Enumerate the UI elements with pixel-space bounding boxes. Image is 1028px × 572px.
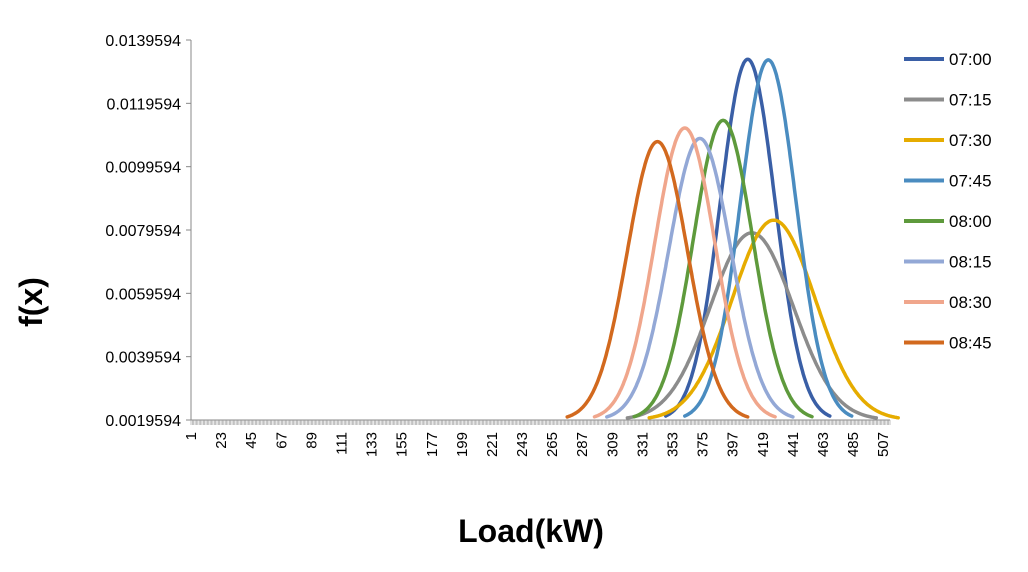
- x-tick-label: 111: [333, 432, 350, 455]
- x-tick-label: 507: [875, 432, 892, 457]
- series-line-0700: [663, 57, 832, 418]
- x-tick-label: 331: [634, 432, 651, 457]
- x-tick-label: 375: [695, 432, 712, 457]
- series-line-0830: [592, 126, 777, 419]
- x-tick-label: 485: [845, 432, 862, 457]
- x-tick-label: 463: [815, 432, 832, 457]
- x-tick-label: 155: [394, 432, 411, 457]
- x-tick-label: 1: [183, 432, 200, 440]
- legend-label: 07:00: [949, 50, 992, 69]
- x-tick-label: 23: [213, 432, 230, 449]
- legend-label: 08:30: [949, 293, 992, 312]
- y-tick-label: 0.0119594: [107, 96, 182, 113]
- x-tick-label: 441: [785, 432, 802, 457]
- legend-label: 07:45: [949, 172, 992, 191]
- series-line-0800: [632, 118, 814, 419]
- series-line-0715: [625, 231, 879, 420]
- x-tick-label: 221: [484, 432, 501, 457]
- y-tick-label: 0.0059594: [105, 286, 181, 303]
- x-tick-label: 177: [424, 432, 441, 457]
- series-line-0815: [605, 136, 795, 419]
- legend-label: 07:30: [949, 131, 992, 150]
- x-tick-label: 309: [604, 432, 621, 457]
- x-tick-label: 67: [273, 432, 290, 449]
- x-tick-label: 419: [755, 432, 772, 457]
- legend-label: 08:00: [949, 212, 992, 231]
- x-axis-title: Load(kW): [458, 513, 604, 549]
- y-tick-label: 0.0099594: [105, 160, 181, 177]
- y-tick-label: 0.0139594: [105, 33, 181, 50]
- series-line-0730: [647, 218, 900, 420]
- y-tick-label: 0.0079594: [105, 223, 181, 240]
- x-tick-label: 133: [364, 432, 381, 457]
- x-tick-label: 397: [725, 432, 742, 457]
- y-tick-label: 0.0039594: [105, 350, 181, 367]
- legend-label: 08:45: [949, 334, 992, 353]
- legend-label: 07:15: [949, 91, 992, 110]
- y-axis-title: f(x): [13, 277, 49, 327]
- y-axis: 0.0019594 0.0039594 0.0059594 0.0079594 0.00…: [105, 33, 192, 430]
- x-tick-label: 243: [514, 432, 531, 457]
- series-line-0845: [565, 139, 750, 419]
- x-tick-label: 45: [243, 432, 260, 449]
- x-axis: 1 23 45 67 89 111 133 155 177 199 221 243 265 287 309 3…: [183, 419, 892, 457]
- y-tick-label: 0.0019594: [105, 413, 181, 430]
- x-tick-label: 353: [665, 432, 682, 457]
- legend: 07:00 07:15 07:30 07:45 08:00 08:15 08:30 08:45: [904, 50, 992, 353]
- series-lines: [565, 57, 900, 420]
- x-tick-label: 287: [574, 432, 591, 457]
- x-tick-label: 265: [544, 432, 561, 457]
- x-tick-label: 199: [454, 432, 471, 457]
- legend-label: 08:15: [949, 253, 992, 272]
- x-tick-label: 89: [303, 432, 320, 449]
